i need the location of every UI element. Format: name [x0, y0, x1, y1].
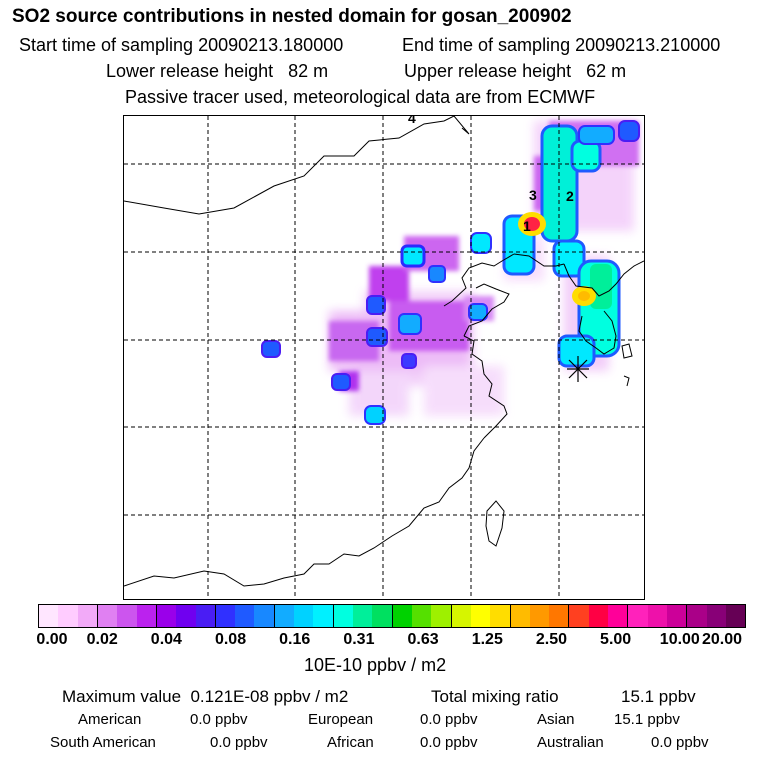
colorbar-segment: [372, 605, 393, 627]
coastlines: [124, 116, 644, 587]
colorbar-tick-label: 0.00: [36, 631, 68, 648]
colorbar-segment: [117, 605, 137, 627]
start-time-label: Start time of sampling 20090213.180000: [19, 35, 344, 55]
source-marker-3: 3: [529, 187, 537, 203]
colorbar-segment: [647, 605, 667, 627]
end-time-label: End time of sampling 20090213.210000: [402, 35, 721, 55]
total-mixing-value: 15.1 ppbv: [621, 687, 696, 706]
colorbar-tick-label: 0.31: [343, 631, 375, 648]
colorbar-segment: [431, 605, 452, 627]
colorbar-segment: [274, 605, 295, 627]
upper-release-height: Upper release height 62 m: [404, 61, 627, 81]
tracer-note: Passive tracer used, meteorological data…: [125, 87, 596, 107]
colorbar-segment: [725, 605, 746, 627]
australian-value: 0.0 ppbv: [651, 734, 709, 751]
colorbar-segment: [77, 605, 98, 627]
colorbar-segment: [569, 605, 589, 627]
plume-hotspots: [518, 212, 596, 306]
european-value: 0.0 ppbv: [420, 711, 478, 728]
south-american-label: South American: [50, 734, 156, 751]
asian-value: 15.1 ppbv: [614, 711, 680, 728]
colorbar-segment: [490, 605, 511, 627]
colorbar-segment: [58, 605, 78, 627]
receptor-star-icon: [567, 356, 589, 382]
colorbar-tick-label: 10.00: [659, 631, 700, 648]
colorbar-segment: [235, 605, 255, 627]
colorbar-segment: [156, 605, 177, 627]
source-marker-2: 2: [566, 188, 574, 204]
african-label: African: [327, 734, 374, 751]
asian-label: Asian: [537, 711, 575, 728]
maximum-value: Maximum value 0.121E-08 ppbv / m2: [62, 687, 349, 706]
colorbar-segment: [195, 605, 216, 627]
colorbar-segment: [254, 605, 275, 627]
colorbar-segment: [549, 605, 570, 627]
lower-release-height: Lower release height 82 m: [106, 61, 329, 81]
map-canvas: 1 2 3 4: [124, 116, 644, 599]
colorbar-tick-label: 2.50: [535, 631, 568, 648]
colorbar-segment: [215, 605, 236, 627]
colorbar-segment: [176, 605, 196, 627]
colorbar-tick-label: 0.63: [407, 631, 439, 648]
colorbar-segment: [667, 605, 688, 627]
colorbar-segment: [451, 605, 471, 627]
source-marker-1: 1: [523, 218, 531, 234]
colorbar-segment: [706, 605, 726, 627]
colorbar-tick-label: 0.16: [279, 631, 311, 648]
south-american-value: 0.0 ppbv: [210, 734, 268, 751]
colorbar-segment: [470, 605, 491, 627]
total-mixing-label: Total mixing ratio: [431, 687, 559, 706]
colorbar-tick-label: 0.04: [150, 631, 182, 648]
lat-lon-grid: [124, 116, 644, 599]
african-value: 0.0 ppbv: [420, 734, 478, 751]
plume-core: [261, 120, 640, 425]
colorbar-segment: [687, 605, 707, 627]
australian-label: Australian: [537, 734, 604, 751]
colorbar-segment: [353, 605, 373, 627]
colorbar-segment: [97, 605, 118, 627]
colorbar-segment: [628, 605, 648, 627]
source-marker-4: 4: [408, 116, 416, 126]
colorbar-segment: [392, 605, 412, 627]
colorbar: [38, 604, 746, 628]
plot-title: SO2 source contributions in nested domai…: [12, 6, 572, 27]
colorbar-tick-label: 5.00: [600, 631, 632, 648]
concentration-map: 1 2 3 4: [123, 115, 645, 600]
american-value: 0.0 ppbv: [190, 711, 248, 728]
european-label: European: [308, 711, 374, 728]
colorbar-segment: [313, 605, 334, 627]
colorbar-segment: [608, 605, 629, 627]
american-label: American: [78, 711, 142, 728]
colorbar-segment: [529, 605, 550, 627]
colorbar-segment: [510, 605, 530, 627]
colorbar-tick-label: 0.02: [86, 631, 118, 648]
colorbar-tick-label: 1.25: [471, 631, 503, 648]
colorbar-segment: [294, 605, 314, 627]
colorbar-unit: 10E-10 ppbv / m2: [304, 655, 447, 675]
colorbar-tick-label: 0.08: [214, 631, 247, 648]
colorbar-tick-label: 20.00: [701, 631, 743, 648]
colorbar-segment: [136, 605, 157, 627]
colorbar-segment: [411, 605, 432, 627]
colorbar-segment: [588, 605, 609, 627]
colorbar-segment: [39, 605, 59, 627]
colorbar-segment: [333, 605, 353, 627]
